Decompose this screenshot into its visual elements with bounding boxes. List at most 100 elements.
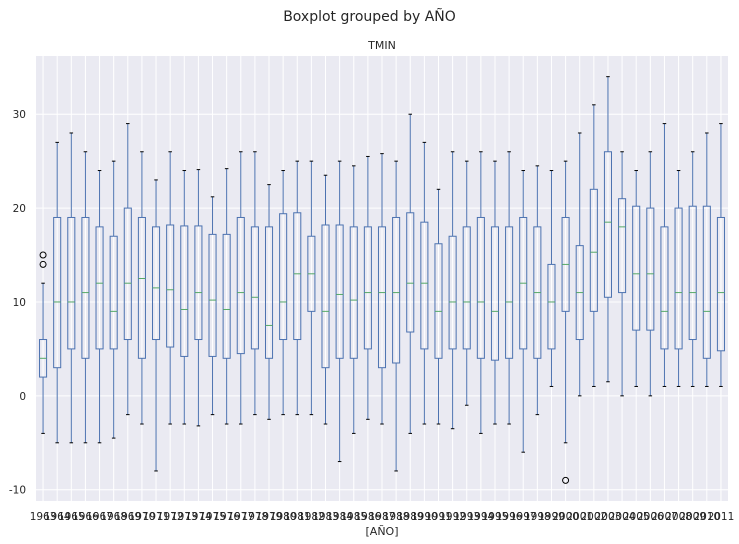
iqr-box: [53, 216, 62, 369]
iqr-box: [236, 216, 245, 355]
box-1969: [123, 123, 132, 416]
box-1978: [250, 151, 259, 416]
box-2000: [561, 160, 570, 484]
y-tick-label: -10: [9, 485, 26, 497]
iqr-box: [222, 233, 231, 359]
iqr-box: [547, 263, 556, 350]
iqr-box: [505, 226, 514, 359]
x-tick-label: 1993: [453, 511, 480, 523]
iqr-box: [321, 224, 330, 369]
outlier-point: [562, 476, 570, 484]
box-1971: [152, 179, 161, 472]
box-1991: [434, 188, 443, 425]
box-1985: [349, 165, 358, 434]
x-tick-label: 2004: [609, 511, 636, 523]
box-1987: [377, 153, 387, 425]
x-tick-label: 2009: [679, 511, 706, 523]
y-tick-label: 10: [13, 297, 26, 309]
x-tick-label: 1989: [397, 511, 424, 523]
box-1986: [363, 155, 372, 420]
x-tick-label: 1996: [496, 511, 523, 523]
iqr-box: [420, 221, 429, 350]
iqr-box: [293, 212, 302, 341]
iqr-box: [137, 216, 146, 359]
x-tick-label: 1971: [143, 511, 170, 523]
x-tick-label: 1986: [355, 511, 382, 523]
x-tick-label: 1981: [284, 511, 311, 523]
x-tick-labels: 1963196419651966196719681969197019711972…: [30, 511, 735, 523]
y-tick-label: 30: [13, 109, 26, 121]
iqr-box: [335, 224, 344, 359]
box-2011: [716, 123, 725, 387]
x-tick-label: 1994: [467, 511, 494, 523]
iqr-box: [123, 207, 132, 341]
box-1967: [95, 170, 104, 444]
iqr-box: [166, 224, 175, 348]
x-tick-label: 2002: [580, 511, 607, 523]
x-axis-label: [AÑO]: [366, 525, 399, 538]
x-tick-label: 1974: [185, 511, 212, 523]
x-tick-label: 2001: [566, 511, 593, 523]
box-1979: [264, 184, 274, 420]
x-tick-label: 1990: [411, 511, 438, 523]
y-tick-labels: -10 0 10 20 30: [9, 109, 26, 497]
iqr-box: [462, 226, 471, 350]
x-tick-label: 1972: [157, 511, 184, 523]
box-2007: [660, 123, 669, 387]
x-tick-label: 1995: [482, 511, 509, 523]
axes-title: TMIN: [367, 39, 396, 52]
x-tick-label: 1987: [369, 511, 396, 523]
box-1972: [166, 151, 175, 425]
x-tick-label: 1988: [383, 511, 410, 523]
box-1984: [335, 160, 344, 463]
box-2004: [618, 151, 627, 397]
outlier-point: [39, 251, 47, 259]
x-tick-label: 1999: [538, 511, 565, 523]
iqr-box: [95, 226, 104, 350]
x-tick-label: 2000: [552, 511, 579, 523]
iqr-box: [660, 226, 669, 350]
x-tick-label: 1966: [72, 511, 99, 523]
y-tick-label: 20: [13, 203, 26, 215]
box-1988: [392, 160, 401, 472]
box-1965: [67, 132, 76, 444]
x-tick-label: 1973: [171, 511, 198, 523]
boxes-layer: [39, 76, 725, 484]
box-2002: [589, 104, 598, 387]
x-tick-label: 1977: [227, 511, 254, 523]
box-1983: [321, 174, 330, 425]
iqr-box: [688, 205, 697, 341]
x-tick-label: 1968: [100, 511, 127, 523]
box-2006: [646, 151, 655, 397]
box-1998: [533, 165, 542, 416]
iqr-box: [194, 225, 203, 341]
iqr-box: [152, 226, 161, 341]
box-2001: [575, 132, 584, 397]
x-tick-label: 2007: [651, 511, 678, 523]
iqr-box: [250, 226, 259, 350]
iqr-box: [208, 233, 217, 357]
box-1982: [307, 160, 316, 416]
box-2005: [632, 170, 641, 387]
iqr-box: [67, 216, 76, 350]
x-tick-label: 1984: [326, 511, 353, 523]
box-1993: [462, 160, 471, 406]
outlier-point: [39, 260, 47, 268]
iqr-box: [490, 226, 500, 361]
box-1990: [420, 141, 429, 425]
iqr-box: [603, 151, 612, 298]
x-tick-label: 1969: [114, 511, 141, 523]
box-1977: [236, 151, 245, 425]
iqr-box: [363, 226, 372, 350]
x-tick-label: 1991: [425, 511, 452, 523]
box-1968: [109, 160, 118, 439]
x-tick-label: 2005: [623, 511, 650, 523]
box-1994: [476, 151, 485, 434]
box-2010: [702, 132, 711, 387]
box-1963: [39, 251, 48, 434]
iqr-box: [716, 216, 725, 352]
box-1992: [448, 151, 457, 430]
iqr-box: [180, 225, 189, 357]
iqr-box: [279, 213, 288, 341]
